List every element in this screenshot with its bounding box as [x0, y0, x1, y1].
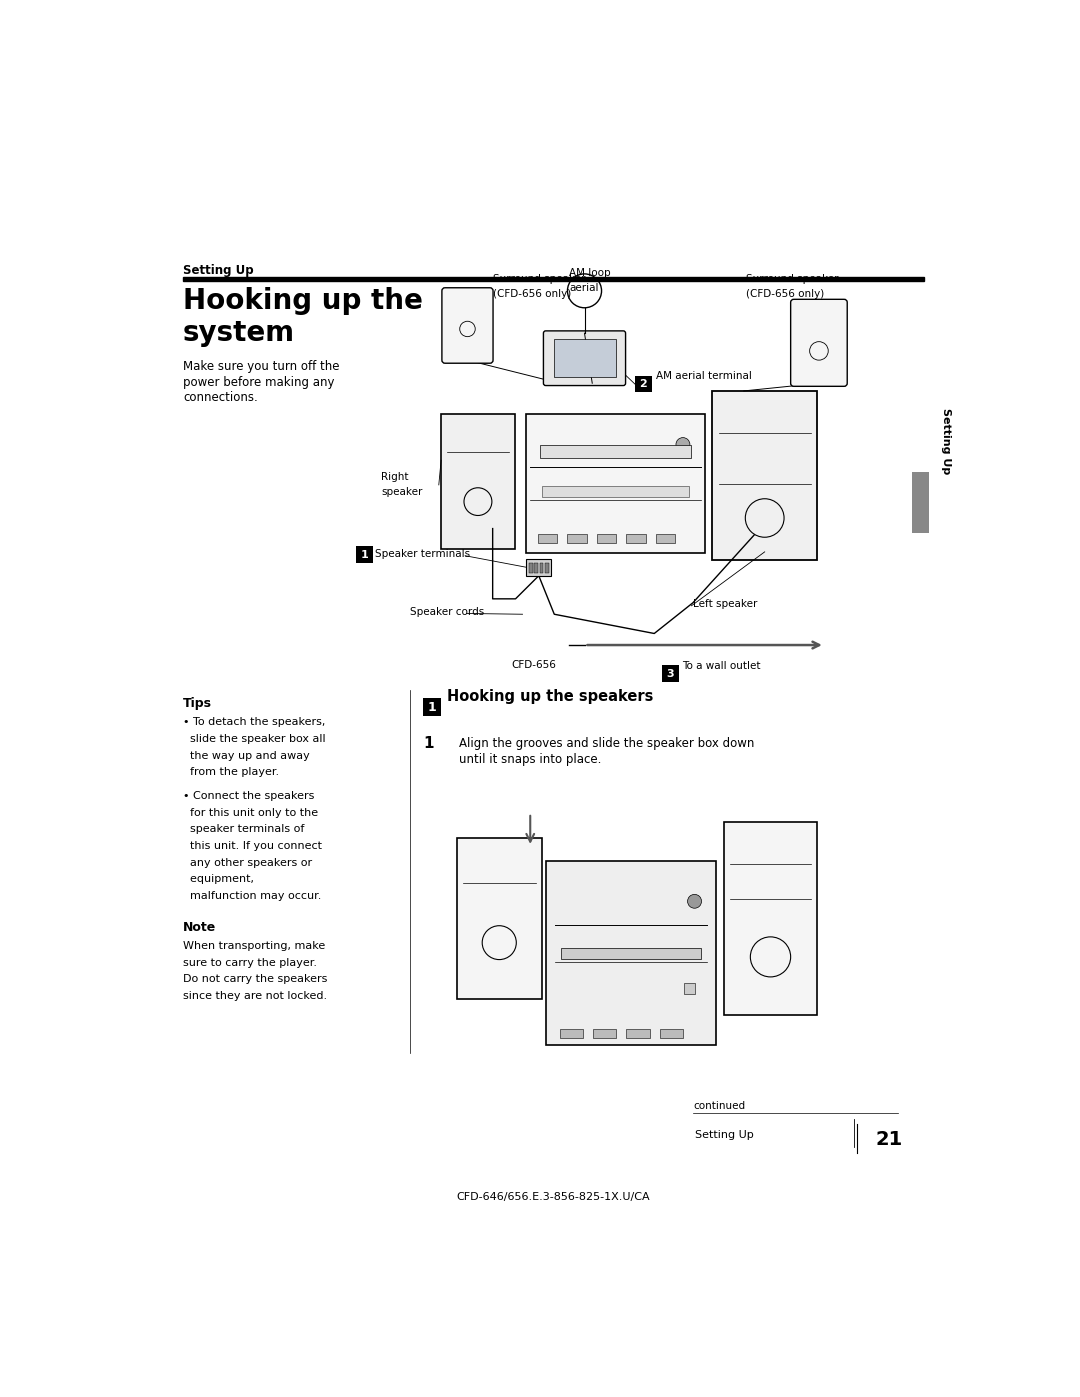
Bar: [540, 444, 691, 458]
Text: Setting Up: Setting Up: [694, 1130, 754, 1140]
FancyBboxPatch shape: [543, 331, 625, 386]
Text: continued: continued: [693, 1101, 745, 1111]
Text: (CFD-656 only): (CFD-656 only): [494, 289, 571, 299]
Text: until it snaps into place.: until it snaps into place.: [459, 753, 602, 766]
Bar: [183, 277, 924, 281]
Text: CFD-646/656.E.3-856-825-1X.U/CA: CFD-646/656.E.3-856-825-1X.U/CA: [457, 1192, 650, 1201]
Text: To a wall outlet: To a wall outlet: [683, 661, 760, 671]
Text: any other speakers or: any other speakers or: [183, 858, 312, 868]
FancyBboxPatch shape: [442, 288, 494, 363]
Bar: [626, 1028, 649, 1038]
Bar: [538, 534, 557, 543]
Bar: [457, 838, 542, 999]
Text: sure to carry the player.: sure to carry the player.: [183, 958, 318, 968]
Bar: [535, 563, 538, 573]
Text: 2: 2: [639, 379, 647, 388]
Bar: [597, 534, 617, 543]
Bar: [554, 339, 616, 377]
Bar: [567, 534, 586, 543]
Bar: [542, 486, 689, 497]
Text: system: system: [183, 320, 295, 348]
Circle shape: [676, 437, 690, 451]
Text: When transporting, make: When transporting, make: [183, 942, 325, 951]
Text: Hooking up the: Hooking up the: [183, 286, 423, 314]
Text: Make sure you turn off the: Make sure you turn off the: [183, 360, 339, 373]
Bar: [540, 563, 543, 573]
Bar: [356, 546, 373, 563]
Text: Note: Note: [183, 921, 216, 935]
Text: • Connect the speakers: • Connect the speakers: [183, 791, 314, 802]
Text: this unit. If you connect: this unit. If you connect: [183, 841, 322, 851]
Text: the way up and away: the way up and away: [183, 750, 310, 760]
Bar: [441, 414, 515, 549]
Text: Left speaker: Left speaker: [693, 599, 757, 609]
Text: Setting Up: Setting Up: [183, 264, 254, 277]
Bar: [626, 534, 646, 543]
Circle shape: [688, 894, 702, 908]
Bar: [529, 563, 532, 573]
Text: Speaker cords: Speaker cords: [410, 606, 484, 616]
Bar: [913, 472, 930, 534]
Text: 1: 1: [428, 700, 436, 714]
Text: Align the grooves and slide the speaker box down: Align the grooves and slide the speaker …: [459, 736, 754, 750]
Bar: [545, 563, 549, 573]
Bar: [656, 534, 675, 543]
Bar: [423, 698, 441, 715]
Text: power before making any: power before making any: [183, 376, 335, 388]
Text: speaker: speaker: [381, 488, 423, 497]
Text: CFD-656: CFD-656: [511, 661, 556, 671]
Text: equipment,: equipment,: [183, 875, 254, 884]
Text: Surround speaker: Surround speaker: [745, 274, 838, 284]
Bar: [559, 1028, 583, 1038]
Text: from the player.: from the player.: [183, 767, 279, 777]
Bar: [526, 414, 704, 553]
Text: • To detach the speakers,: • To detach the speakers,: [183, 718, 325, 728]
Text: 21: 21: [875, 1130, 903, 1148]
Text: slide the speaker box all: slide the speaker box all: [183, 733, 326, 745]
Text: 3: 3: [666, 669, 674, 679]
Text: 1: 1: [361, 550, 368, 560]
Text: (CFD-656 only): (CFD-656 only): [745, 289, 824, 299]
Text: malfunction may occur.: malfunction may occur.: [183, 891, 322, 901]
Bar: [724, 823, 816, 1014]
Text: AM loop: AM loop: [569, 268, 610, 278]
Text: since they are not locked.: since they are not locked.: [183, 990, 327, 1000]
Bar: [562, 947, 701, 958]
Text: for this unit only to the: for this unit only to the: [183, 807, 319, 817]
Text: aerial: aerial: [569, 284, 598, 293]
Bar: [635, 376, 652, 393]
Text: speaker terminals of: speaker terminals of: [183, 824, 305, 834]
Text: AM aerial terminal: AM aerial terminal: [656, 372, 752, 381]
Text: Setting Up: Setting Up: [942, 408, 951, 474]
Text: 1: 1: [423, 736, 434, 752]
Text: Surround speaker: Surround speaker: [494, 274, 585, 284]
Bar: [660, 1028, 683, 1038]
Text: Tips: Tips: [183, 697, 212, 711]
Bar: [526, 559, 551, 576]
Text: Speaker terminals: Speaker terminals: [375, 549, 471, 559]
Bar: [593, 1028, 617, 1038]
FancyBboxPatch shape: [791, 299, 847, 387]
Bar: [713, 391, 816, 560]
Bar: [662, 665, 679, 682]
Text: Do not carry the speakers: Do not carry the speakers: [183, 974, 327, 985]
Text: connections.: connections.: [183, 391, 258, 404]
Bar: [684, 983, 694, 993]
Bar: [545, 861, 716, 1045]
Text: Right: Right: [381, 472, 409, 482]
Text: Hooking up the speakers: Hooking up the speakers: [446, 689, 653, 704]
